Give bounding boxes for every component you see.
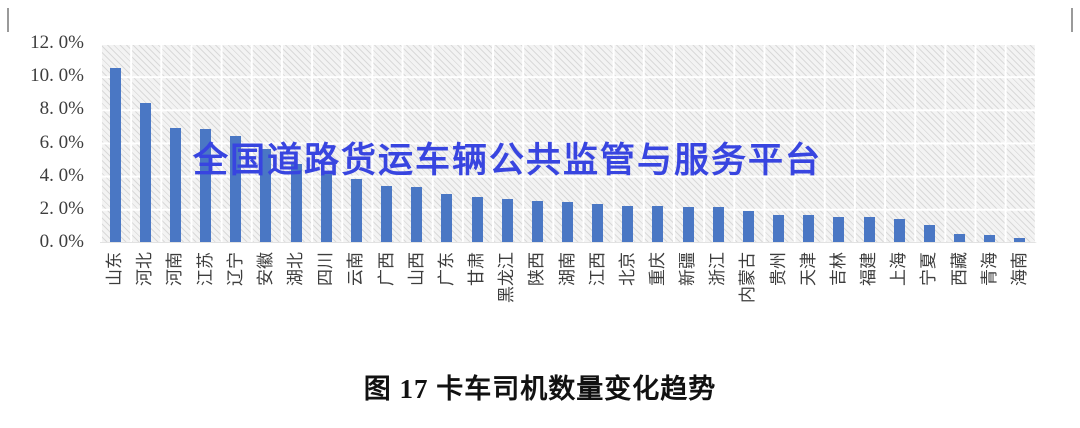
x-axis-label: 甘肃 [467, 252, 487, 286]
x-axis-label: 福建 [859, 252, 879, 286]
bar [954, 233, 966, 242]
x-axis-label: 北京 [617, 252, 637, 286]
y-axis-label: 2. 0% [39, 197, 84, 219]
x-axis-label: 广东 [436, 252, 456, 286]
bar [411, 187, 423, 242]
bar [200, 129, 212, 242]
y-axis-label: 0. 0% [39, 231, 84, 252]
x-axis-label: 湖南 [557, 252, 577, 286]
x-axis-label: 广西 [376, 252, 396, 286]
bar [381, 185, 393, 242]
x-axis-label: 内蒙古 [738, 252, 758, 303]
bar [592, 203, 604, 242]
bar [441, 193, 453, 242]
x-axis-label: 江西 [587, 252, 607, 286]
bar [139, 102, 151, 242]
bar [1014, 237, 1026, 242]
bar [712, 207, 724, 242]
y-axis-label: 4. 0% [39, 164, 84, 186]
x-axis-label: 吉林 [828, 252, 848, 286]
bar [260, 149, 272, 242]
bar [622, 205, 634, 242]
bar [320, 174, 332, 242]
bar [230, 135, 242, 242]
plot-area: 全国道路货运车辆公共监管与服务平台 [100, 43, 1037, 243]
x-axis-label: 贵州 [768, 252, 788, 286]
page-border-tick-right [1071, 8, 1073, 32]
y-axis-label: 8. 0% [39, 98, 84, 120]
x-axis-label: 山西 [406, 252, 426, 286]
bar [290, 164, 302, 242]
x-axis-label: 西藏 [949, 252, 969, 286]
x-axis-label: 云南 [346, 252, 366, 286]
x-axis-label: 陕西 [527, 252, 547, 286]
bar [923, 225, 935, 242]
bar [109, 67, 121, 242]
y-axis: 12. 0% 10. 0% 8. 0% 6. 0% 4. 0% 2. 0% 0. 0% [0, 0, 92, 260]
y-axis-label: 12. 0% [30, 32, 84, 53]
bar [863, 217, 875, 242]
x-axis-label: 青海 [979, 252, 999, 286]
bar [169, 127, 181, 242]
y-axis-label: 6. 0% [39, 131, 84, 153]
x-axis-label: 新疆 [678, 252, 698, 286]
x-axis-label: 山东 [105, 252, 125, 286]
figure-caption: 图 17 卡车司机数量变化趋势 [363, 374, 717, 404]
watermark-text: 全国道路货运车辆公共监管与服务平台 [193, 141, 823, 180]
bar [833, 217, 845, 242]
x-axis-label: 上海 [889, 252, 909, 286]
x-axis-label: 海南 [1009, 252, 1029, 286]
x-axis-label: 天津 [798, 252, 818, 286]
x-axis-label: 湖北 [286, 252, 306, 286]
x-axis-label: 宁夏 [919, 252, 939, 286]
x-axis-label: 河南 [165, 252, 185, 286]
x-axis-label: 江苏 [195, 252, 215, 286]
bar [471, 197, 483, 242]
x-axis-label: 河北 [135, 252, 155, 286]
bar [652, 205, 664, 242]
x-axis-label: 辽宁 [225, 252, 245, 286]
x-axis-label: 四川 [316, 252, 336, 286]
bar [893, 218, 905, 242]
bar [350, 178, 362, 242]
bar [773, 215, 785, 242]
y-axis-label: 10. 0% [30, 65, 84, 87]
x-axis-label: 重庆 [647, 252, 667, 286]
bar [682, 207, 694, 242]
bar [501, 198, 513, 242]
x-axis: 山东 河北 河南 江苏 辽宁 安徽 湖北 四川 云南 广西 山西 广东 甘肃 黑龙江 陕西 湖南 江西 北京 重庆新… [100, 252, 1035, 352]
bar [562, 202, 573, 242]
bar [803, 215, 815, 242]
bar [984, 235, 996, 242]
bar [742, 210, 754, 242]
bar [531, 200, 543, 242]
x-axis-label: 安徽 [255, 252, 275, 286]
page-border-tick-left [7, 8, 9, 32]
x-axis-label: 黑龙江 [497, 252, 517, 303]
x-axis-label: 浙江 [708, 252, 728, 286]
